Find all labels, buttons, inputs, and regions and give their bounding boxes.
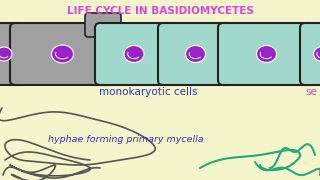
Text: hyphae forming primary mycella: hyphae forming primary mycella	[48, 135, 204, 144]
FancyBboxPatch shape	[300, 23, 320, 85]
Ellipse shape	[186, 46, 205, 62]
Text: monokaryotic cells: monokaryotic cells	[99, 87, 197, 97]
FancyBboxPatch shape	[0, 23, 23, 85]
Ellipse shape	[314, 46, 320, 62]
Ellipse shape	[0, 47, 12, 61]
FancyBboxPatch shape	[95, 23, 173, 85]
Ellipse shape	[124, 46, 144, 62]
FancyBboxPatch shape	[218, 23, 315, 85]
FancyBboxPatch shape	[10, 23, 115, 85]
Ellipse shape	[52, 45, 74, 63]
FancyBboxPatch shape	[158, 23, 233, 85]
Text: LIFE CYCLE IN BASIDIOMYCETES: LIFE CYCLE IN BASIDIOMYCETES	[67, 6, 253, 16]
FancyBboxPatch shape	[85, 13, 121, 37]
Text: se: se	[305, 87, 317, 97]
Ellipse shape	[257, 46, 276, 62]
